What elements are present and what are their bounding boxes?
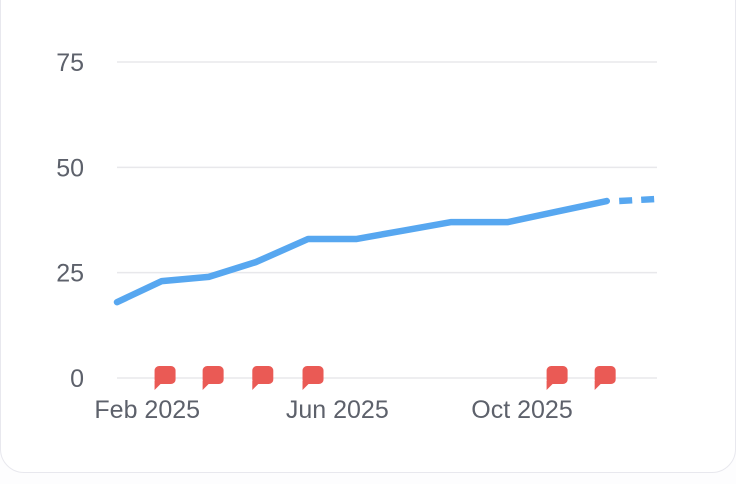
event-marker-bubble-icon	[302, 366, 324, 384]
x-tick-label: Jun 2025	[286, 396, 389, 424]
event-marker-May 2025[interactable]	[302, 366, 324, 390]
event-marker-Dec 2025[interactable]	[594, 366, 616, 390]
y-tick-label-75: 75	[56, 49, 84, 77]
event-marker-tail-icon	[302, 381, 312, 390]
partial-data-forecast-line	[619, 195, 658, 205]
event-marker-Nov 2025[interactable]	[546, 366, 568, 390]
event-marker-Apr 2025[interactable]	[252, 366, 274, 390]
event-marker-tail-icon	[252, 381, 262, 390]
event-marker-bubble-icon	[202, 366, 224, 384]
y-tick-label-0: 0	[70, 365, 84, 393]
event-marker-bubble-icon	[252, 366, 274, 384]
event-marker-Feb 2025[interactable]	[154, 366, 176, 390]
x-tick-label: Oct 2025	[471, 396, 572, 424]
event-marker-tail-icon	[594, 381, 604, 390]
y-tick-label-25: 25	[56, 260, 84, 288]
event-marker-tail-icon	[154, 381, 164, 390]
event-marker-Mar 2025[interactable]	[202, 366, 224, 390]
interest-over-time-line	[113, 197, 611, 306]
event-marker-bubble-icon	[594, 366, 616, 384]
event-marker-tail-icon	[546, 381, 556, 390]
x-tick-label: Feb 2025	[94, 396, 200, 424]
y-tick-label-50: 50	[56, 154, 84, 182]
event-marker-tail-icon	[202, 381, 212, 390]
event-marker-bubble-icon	[546, 366, 568, 384]
event-marker-bubble-icon	[154, 366, 176, 384]
